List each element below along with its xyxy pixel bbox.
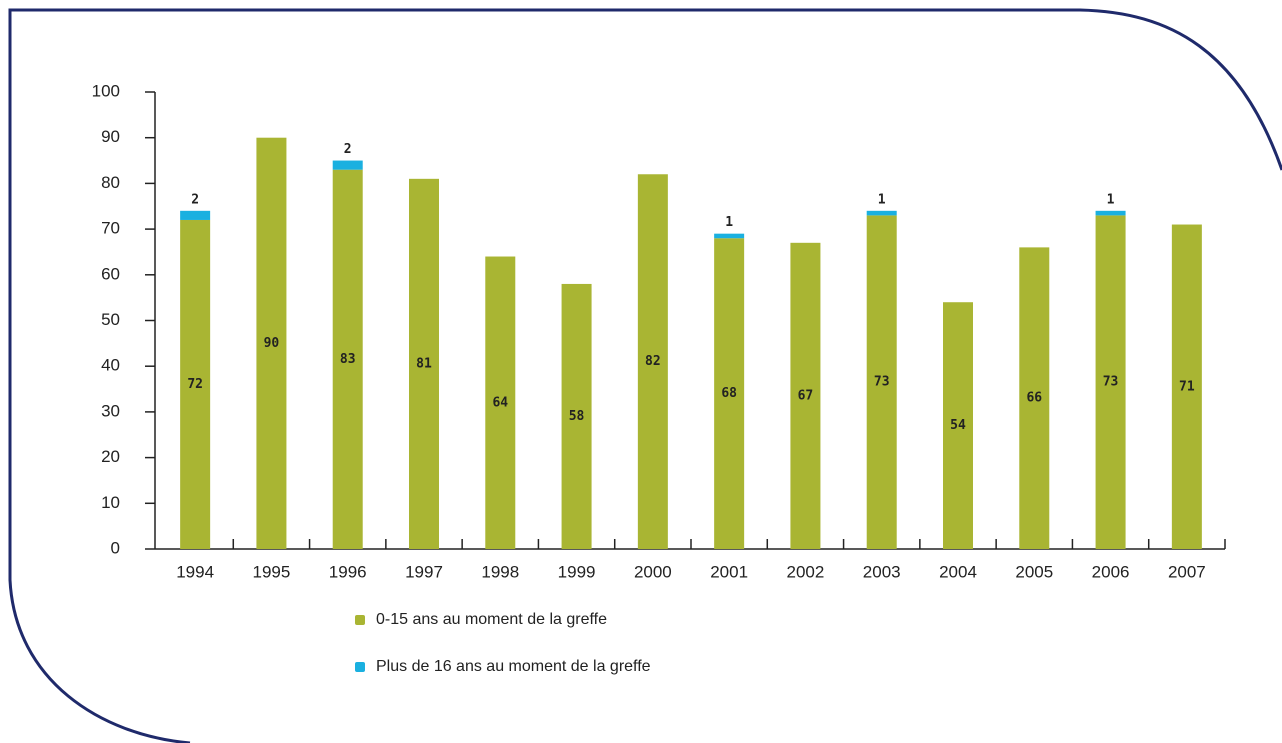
data-label: 2 <box>344 142 352 157</box>
y-tick-label: 80 <box>101 173 120 192</box>
bar-segment <box>180 210 211 220</box>
legend-swatch <box>355 662 365 672</box>
bar-segment <box>409 178 439 549</box>
data-label: 66 <box>1026 391 1042 406</box>
legend-label: Plus de 16 ans au moment de la greffe <box>376 658 651 675</box>
bar-segment <box>637 174 668 549</box>
y-tick-label: 0 <box>111 538 120 557</box>
y-tick-label: 70 <box>101 219 120 238</box>
x-tick-label: 2006 <box>1092 562 1130 581</box>
y-tick-label: 50 <box>101 310 120 329</box>
bar-segment <box>332 169 363 549</box>
bar-segment <box>943 302 973 549</box>
data-label: 1 <box>878 192 886 207</box>
y-tick-label: 100 <box>92 81 120 100</box>
bar-segment <box>790 242 821 549</box>
frame <box>8 8 1282 743</box>
data-label: 82 <box>645 354 661 369</box>
bar-segment <box>1095 210 1126 216</box>
y-tick-label: 30 <box>101 401 120 420</box>
data-label: 81 <box>416 356 432 371</box>
bar-segment <box>332 160 363 170</box>
data-label: 68 <box>721 386 737 401</box>
data-label: 71 <box>1179 379 1195 394</box>
x-tick-label: 2007 <box>1168 562 1206 581</box>
data-label: 67 <box>798 388 814 403</box>
y-tick-label: 20 <box>101 447 120 466</box>
data-label: 83 <box>340 352 356 367</box>
data-label: 90 <box>264 336 280 351</box>
x-tick-label: 2000 <box>634 562 672 581</box>
x-tick-label: 2005 <box>1015 562 1053 581</box>
x-tick-label: 2002 <box>787 562 825 581</box>
bar-segment <box>180 219 211 549</box>
bar-segment <box>714 238 745 550</box>
x-tick-label: 1994 <box>176 562 214 581</box>
x-tick-label: 2001 <box>710 562 748 581</box>
legend-label: 0-15 ans au moment de la greffe <box>376 611 607 628</box>
x-tick-label: 1996 <box>329 562 367 581</box>
bar-segment <box>1171 224 1202 549</box>
data-label: 54 <box>950 418 966 433</box>
x-tick-label: 1995 <box>253 562 291 581</box>
bar-segment <box>1019 247 1050 549</box>
data-label: 1 <box>1107 192 1115 207</box>
y-tick-label: 10 <box>101 493 120 512</box>
bar-segment <box>866 215 897 549</box>
bar-segment <box>1095 215 1126 549</box>
data-label: 1 <box>725 215 733 230</box>
x-tick-label: 1997 <box>405 562 443 581</box>
legend-swatch <box>355 615 365 625</box>
data-label: 2 <box>191 192 199 207</box>
data-label: 64 <box>492 395 508 410</box>
data-label: 58 <box>569 409 585 424</box>
y-tick-label: 90 <box>101 127 120 146</box>
bar-segment <box>485 256 516 549</box>
y-tick-label: 60 <box>101 264 120 283</box>
y-tick-label: 40 <box>101 356 120 375</box>
data-label: 72 <box>187 377 203 392</box>
bar-segment <box>256 137 287 549</box>
x-tick-label: 1998 <box>481 562 519 581</box>
bar-segment <box>561 283 592 549</box>
bar-segment <box>866 210 897 216</box>
bar-segment <box>714 233 745 239</box>
x-tick-label: 2004 <box>939 562 977 581</box>
x-tick-label: 1999 <box>558 562 596 581</box>
data-label: 73 <box>874 375 890 390</box>
x-tick-label: 2003 <box>863 562 901 581</box>
data-label: 73 <box>1103 375 1119 390</box>
